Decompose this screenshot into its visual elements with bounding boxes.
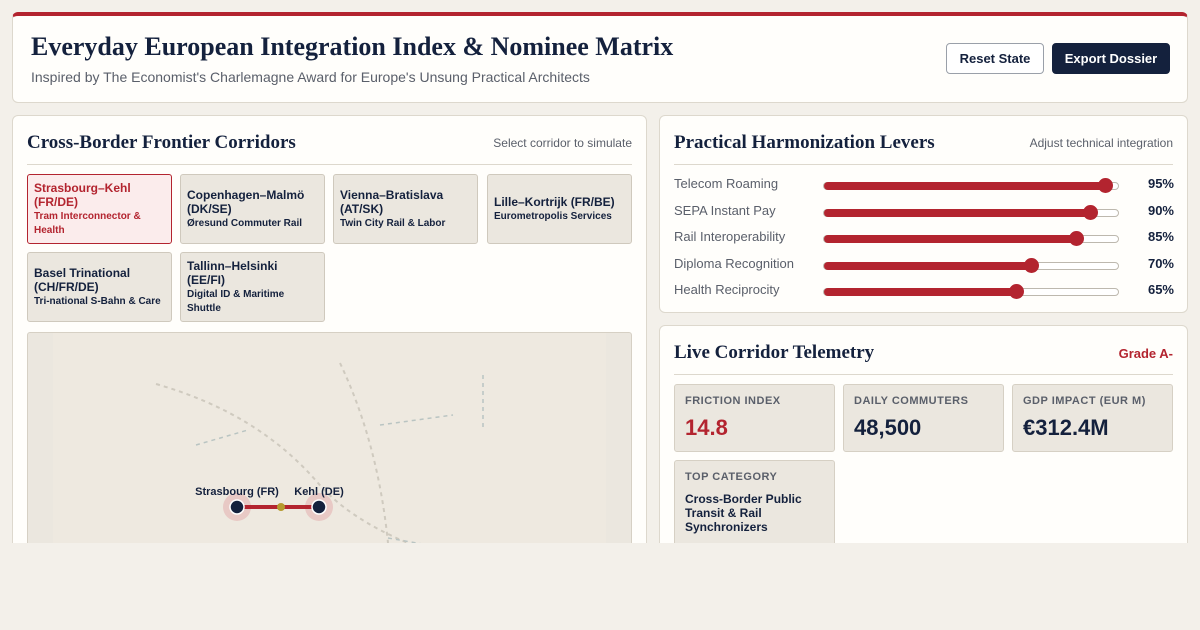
lever-label: Telecom Roaming (674, 176, 779, 191)
gdp-impact-card: GDP IMPACT (EUR M) €312.4M (1012, 384, 1173, 452)
lever-label: SEPA Instant Pay (674, 202, 776, 218)
lever-handle[interactable] (1009, 284, 1025, 299)
corridor-service: Eurometropolis Services (494, 210, 612, 222)
corridor-name: Basel Trinational (CH/FR/DE) (34, 265, 131, 294)
daily-commuters-value: 48,500 (854, 415, 922, 440)
levers-panel: Practical Harmonization Levers Adjust te… (659, 115, 1188, 313)
friction-index-label: FRICTION INDEX (685, 395, 781, 407)
telemetry-panel: Live Corridor Telemetry Grade A- FRICTIO… (659, 325, 1188, 575)
city-a-label: Strasbourg (FR) (195, 486, 279, 498)
lever-slider[interactable] (823, 204, 1119, 220)
map-canvas: Strasbourg (FR) Kehl (DE) (53, 333, 606, 551)
corridor-service: Tri-national S-Bahn & Care (34, 295, 161, 307)
divider (27, 164, 632, 165)
corridor-name: Copenhagen–Malmö (DK/SE) (187, 187, 305, 216)
lever-slider[interactable] (823, 257, 1119, 273)
lever-slider[interactable] (823, 178, 1119, 193)
lever-row: Diploma Recognition 70% (674, 254, 1174, 274)
export-dossier-button[interactable]: Export Dossier (1052, 43, 1170, 74)
lever-fill (824, 261, 1032, 270)
lever-value: 85% (1147, 229, 1174, 244)
top-category-label: TOP CATEGORY (685, 471, 778, 483)
river-path (155, 383, 409, 544)
corridor-map: Strasbourg (FR) Kehl (DE) (27, 332, 632, 552)
corridor-card-strasbourg-kehl[interactable]: Strasbourg–Kehl (FR/DE) Tram Interconnec… (27, 174, 172, 244)
lever-fill (824, 288, 1017, 296)
gdp-impact-value: €312.4M (1023, 415, 1109, 440)
corridor-service: Øresund Commuter Rail (187, 217, 303, 229)
city-b-label: Kehl (DE) (294, 486, 344, 498)
lever-handle[interactable] (1083, 204, 1099, 220)
corridor-card-copenhagen-malmo[interactable]: Copenhagen–Malmö (DK/SE) Øresund Commute… (180, 174, 325, 244)
divider (674, 374, 1173, 375)
levers-title: Practical Harmonization Levers (674, 132, 935, 153)
friction-index-value: 14.8 (685, 415, 728, 440)
gdp-impact-label: GDP IMPACT (EUR M) (1023, 395, 1146, 407)
daily-commuters-card: DAILY COMMUTERS 48,500 (843, 384, 1004, 452)
daily-commuters-label: DAILY COMMUTERS (854, 395, 969, 407)
route-path (195, 429, 249, 446)
divider (674, 164, 1173, 165)
lever-fill (824, 208, 1091, 217)
corridor-name: Lille–Kortrijk (FR/BE) (494, 194, 615, 209)
crossing-marker (277, 503, 285, 511)
lever-handle[interactable] (1068, 231, 1084, 246)
page-subtitle: Inspired by The Economist's Charlemagne … (31, 69, 590, 85)
corridor-name: Strasbourg–Kehl (FR/DE) (34, 180, 131, 209)
lever-slider[interactable] (823, 284, 1119, 299)
viewport-blank-area (0, 543, 1200, 630)
lever-label: Rail Interoperability (674, 229, 786, 244)
lever-fill (824, 235, 1076, 243)
city-b-node[interactable] (311, 499, 327, 515)
corridor-card-vienna-bratislava[interactable]: Vienna–Bratislava (AT/SK) Twin City Rail… (333, 174, 478, 244)
corridor-card-basel-trinational[interactable]: Basel Trinational (CH/FR/DE) Tri-nationa… (27, 252, 172, 322)
lever-label: Health Reciprocity (674, 282, 780, 297)
grade-badge: Grade A- (1118, 346, 1173, 361)
lever-value: 65% (1147, 282, 1174, 297)
corridor-name: Tallinn–Helsinki (EE/FI) (187, 258, 278, 287)
map-land (53, 333, 606, 551)
corridor-service: Tram Interconnector & Health (34, 210, 141, 236)
corridors-title: Cross-Border Frontier Corridors (27, 132, 296, 153)
telemetry-title: Live Corridor Telemetry (674, 342, 875, 363)
lever-value: 70% (1147, 255, 1174, 271)
page-title: Everyday European Integration Index & No… (31, 32, 674, 61)
lever-row: Health Reciprocity 65% (674, 280, 1174, 300)
lever-label: Diploma Recognition (674, 255, 794, 271)
corridor-name: Vienna–Bratislava (AT/SK) (340, 187, 444, 216)
page-header: Everyday European Integration Index & No… (12, 12, 1188, 103)
lever-slider[interactable] (823, 231, 1119, 246)
levers-hint: Adjust technical integration (1029, 136, 1173, 150)
top-category-value: Cross-Border Public Transit & Rail Synch… (685, 492, 802, 534)
city-a-node[interactable] (229, 499, 245, 515)
lever-handle[interactable] (1024, 257, 1040, 273)
lever-value: 90% (1147, 202, 1174, 218)
friction-index-card: FRICTION INDEX 14.8 (674, 384, 835, 452)
reset-state-button[interactable]: Reset State (946, 43, 1044, 74)
border-path (339, 362, 389, 544)
lever-fill (824, 182, 1106, 190)
corridors-hint: Select corridor to simulate (493, 136, 632, 150)
corridor-service: Digital ID & Maritime Shuttle (187, 288, 285, 314)
corridor-card-lille-kortrijk[interactable]: Lille–Kortrijk (FR/BE) Eurometropolis Se… (487, 174, 632, 244)
corridor-card-tallinn-helsinki[interactable]: Tallinn–Helsinki (EE/FI) Digital ID & Ma… (180, 252, 325, 322)
lever-handle[interactable] (1098, 178, 1114, 193)
corridor-service: Twin City Rail & Labor (340, 217, 446, 229)
corridors-panel: Cross-Border Frontier Corridors Select c… (12, 115, 647, 575)
lever-value: 95% (1147, 176, 1174, 191)
lever-row: Telecom Roaming 95% (674, 174, 1174, 194)
top-category-card: TOP CATEGORY Cross-Border Public Transit… (674, 460, 835, 550)
lever-row: Rail Interoperability 85% (674, 227, 1174, 247)
lever-row: SEPA Instant Pay 90% (674, 201, 1174, 221)
